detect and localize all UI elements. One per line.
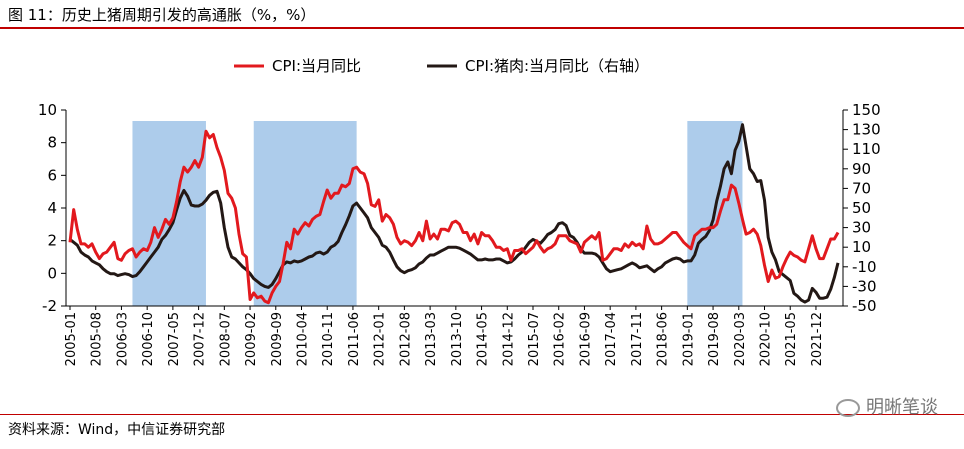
left-y-ticks: 10 8 6 4 2 0 -2	[38, 101, 66, 315]
x-tick-label: 2013-10	[450, 312, 465, 366]
x-tick-label: 2005-08	[90, 312, 105, 366]
wechat-icon	[836, 399, 860, 417]
right-tick-label: 10	[852, 238, 871, 256]
watermark-text: 明晰笔谈	[866, 397, 938, 418]
x-tick-label: 2016-09	[578, 312, 593, 366]
x-tick-label: 2012-01	[373, 312, 388, 366]
x-tick-label: 2019-08	[707, 312, 722, 366]
right-tick-label: -10	[852, 258, 877, 276]
source-note: 资料来源：Wind，中信证券研究部	[8, 422, 226, 438]
chart-title: 图 11：历史上猪周期引发的高通胀（%，%）	[8, 6, 316, 24]
title-rule	[0, 27, 964, 29]
x-tick-label: 2013-03	[424, 312, 439, 366]
x-tick-label: 2021-12	[810, 312, 825, 366]
x-tick-label: 2020-10	[759, 312, 774, 366]
legend: CPI:当月同比 CPI:猪肉:当月同比（右轴）	[234, 57, 649, 75]
x-tick-label: 2020-03	[733, 312, 748, 366]
right-tick-label: 150	[852, 101, 881, 119]
left-tick-label: 8	[47, 134, 57, 152]
right-tick-label: 70	[852, 179, 871, 197]
x-tick-label: 2014-12	[501, 312, 516, 366]
x-tick-label: 2009-09	[270, 312, 285, 366]
x-tick-label: 2014-05	[476, 312, 491, 366]
x-tick-label: 2009-02	[244, 312, 259, 366]
right-tick-label: 130	[852, 121, 881, 139]
highlight-band-2	[253, 121, 357, 306]
x-tick-label: 2019-01	[681, 312, 696, 366]
x-tick-label: 2007-12	[193, 312, 208, 366]
x-tick-label: 2007-05	[167, 312, 182, 366]
x-tick-label: 2017-11	[630, 312, 645, 366]
highlight-bands	[132, 121, 743, 306]
x-tick-label: 2005-01	[64, 312, 79, 366]
x-tick-label: 2017-04	[604, 312, 619, 366]
series-lines	[68, 123, 840, 305]
x-tick-label: 2006-03	[115, 312, 130, 366]
cpi-line	[68, 129, 840, 305]
x-tick-label: 2006-10	[141, 312, 156, 366]
highlight-band-1	[132, 121, 206, 306]
x-tick-label: 2012-08	[398, 312, 413, 366]
left-tick-label: 6	[47, 166, 57, 184]
footer-rule	[0, 414, 964, 415]
right-tick-label: 90	[852, 160, 871, 178]
x-tick-label: 2010-11	[321, 312, 336, 366]
x-tick-label: 2018-06	[656, 312, 671, 366]
right-tick-label: 30	[852, 219, 871, 237]
right-tick-label: 50	[852, 199, 871, 217]
x-tick-label: 2011-06	[347, 312, 362, 366]
right-tick-label: -50	[852, 297, 877, 315]
watermark: 明晰笔谈	[836, 393, 938, 419]
x-ticks: 2005-01 2005-08 2006-03 2006-10 2007-05 2007-…	[64, 306, 825, 366]
legend-pork-cpi-label: CPI:猪肉:当月同比（右轴）	[465, 57, 649, 75]
left-tick-label: 0	[47, 264, 57, 282]
x-tick-label: 2008-07	[218, 312, 233, 366]
left-tick-label: -2	[42, 297, 57, 315]
right-tick-label: 110	[852, 140, 881, 158]
x-tick-label: 2016-02	[553, 312, 568, 366]
x-tick-label: 2021-05	[784, 312, 799, 366]
x-tick-label: 2015-07	[527, 312, 542, 366]
left-tick-label: 2	[47, 232, 57, 250]
left-tick-label: 10	[38, 101, 57, 119]
x-tick-label: 2010-04	[296, 312, 311, 366]
right-tick-label: -30	[852, 277, 877, 295]
legend-cpi-label: CPI:当月同比	[272, 57, 361, 75]
left-tick-label: 4	[47, 199, 57, 217]
